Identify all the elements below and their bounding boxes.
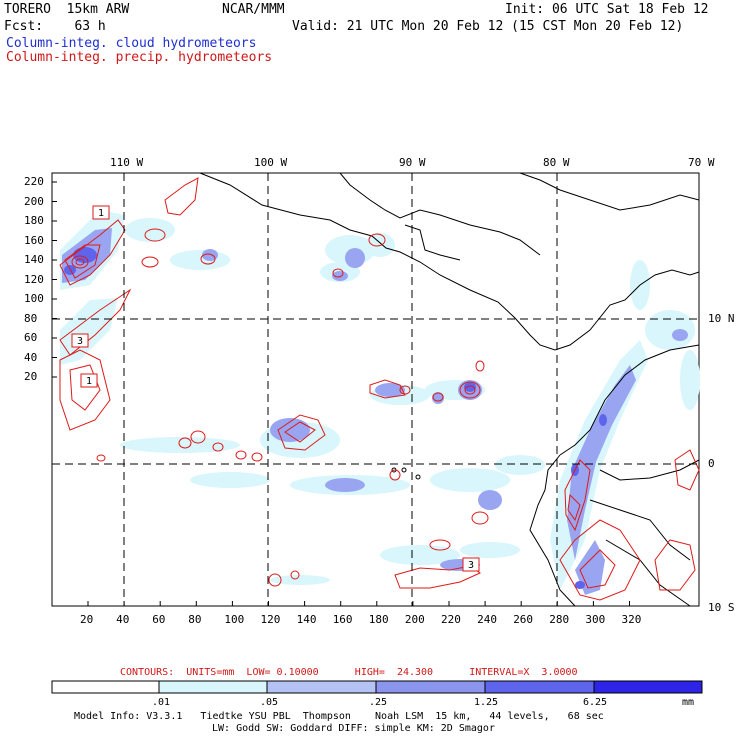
coastlines [199,172,700,607]
y-tick-label: 120 [24,272,44,286]
y-tick-label: 160 [24,233,44,247]
y-tick-label: 140 [24,253,44,266]
x-tick-label: 280 [549,613,570,626]
contour-label-boxes [71,205,480,572]
precip-contours [59,177,700,601]
field-precip-label: Column-integ. precip. hydrometeors [6,50,273,65]
contour-box [462,557,480,572]
field-cloud-label: Column-integ. cloud hydrometeors [6,36,257,51]
colorbar-label: .25 [369,697,388,708]
y-tick-label: 40 [24,350,38,364]
valid-time: Valid: 21 UTC Mon 20 Feb 12 (15 CST Mon … [292,19,684,34]
contour-box [71,333,89,348]
lon-label: 70 W [688,156,715,169]
y-tick-label: 60 [24,331,38,344]
colorbar [51,680,703,694]
lat-lon-grid [52,173,699,606]
lon-label: 110 W [110,156,144,169]
y-tick-label: 180 [24,214,44,227]
model-physics: LW: Godd SW: Goddard DIFF: simple KM: 2D… [212,723,495,734]
contour-box-label: 1 [98,208,104,219]
y-tick-label: 80 [24,311,38,325]
x-tick-label: 260 [513,613,534,626]
lon-label: 80 W [543,156,570,169]
x-tick-label: 160 [332,613,353,626]
colorbar-label: .05 [260,697,279,708]
colorbar-label: .01 [152,697,171,708]
lat-label: 0 [708,457,715,470]
x-tick-label: 100 [224,613,245,626]
x-tick-label: 80 [188,613,202,626]
init-time: Init: 06 UTC Sat 18 Feb 12 [505,2,709,17]
x-tick-label: 40 [116,613,130,626]
x-tick-label: 320 [621,613,642,626]
model-title: TORERO 15km ARW [4,2,130,17]
x-tick-label: 200 [404,613,425,626]
x-tick-label: 180 [368,613,389,626]
y-tick-label: 100 [24,292,44,305]
lat-label: 10 N [708,312,735,325]
y-tick-label: 200 [24,194,44,208]
x-tick-label: 120 [260,613,281,626]
lat-label: 10 S [708,601,735,614]
org-label: NCAR/MMM [222,2,285,17]
lon-label: 90 W [399,156,426,169]
model-info: Model Info: V3.3.1 Tiedtke YSU PBL Thomp… [74,711,604,722]
colorbar-label: 1.25 [474,697,499,708]
contour-box-label: 1 [86,376,92,387]
y-tick-label: 20 [24,370,38,383]
x-tick-label: 60 [152,613,166,626]
colorbar-units: mm [682,697,695,708]
colorbar-label: 6.25 [583,697,608,708]
y-tick-label: 220 [24,175,44,188]
x-tick-label: 240 [477,613,497,626]
forecast-hour: Fcst: 63 h [4,19,106,34]
contour-box-label: 3 [468,560,474,571]
contour-box [92,205,110,220]
x-tick-label: 220 [441,613,461,626]
contour-info: CONTOURS: UNITS=mm LOW= 0.10000 HIGH= 24… [120,667,578,678]
x-tick-label: 300 [585,613,606,626]
lon-label: 100 W [254,156,288,169]
x-tick-label: 140 [296,613,317,626]
contour-box [80,373,98,388]
x-tick-label: 20 [80,613,94,626]
contour-box-label: 3 [77,336,83,347]
